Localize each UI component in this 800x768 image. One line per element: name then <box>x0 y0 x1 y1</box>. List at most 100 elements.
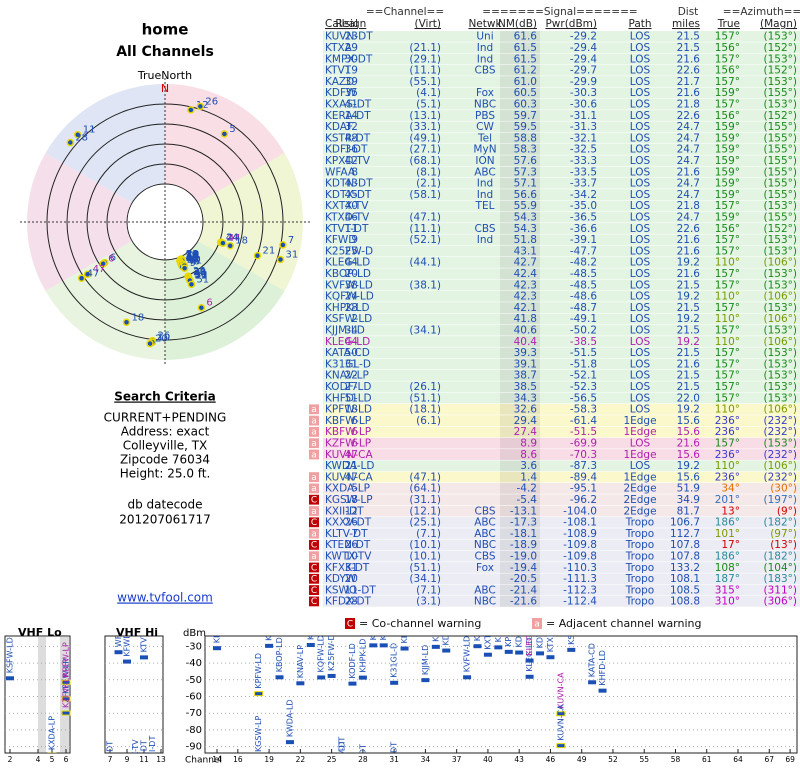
table-cell: LOS <box>630 121 651 133</box>
table-cell: 157° <box>715 234 740 246</box>
table-cell: 22.6 <box>677 110 701 122</box>
table-cell: (183°) <box>764 573 797 585</box>
north-label: TrueNorth <box>137 69 192 82</box>
column-header: Callsign <box>325 18 366 30</box>
station-callsign: KHFD-LD <box>598 650 607 686</box>
y-tick-label: -70 <box>186 708 202 719</box>
table-cell: 21.7 <box>677 76 700 88</box>
row-background <box>323 562 800 573</box>
table-cell: -51.5 <box>570 426 597 438</box>
station-label: 11 <box>83 125 96 136</box>
table-cell: KXII-DT <box>325 505 364 517</box>
table-cell: 21.6 <box>677 166 701 178</box>
table-cell: LOS <box>630 392 651 404</box>
table-cell: (51.1) <box>409 562 441 574</box>
table-cell: (34.1) <box>409 573 441 585</box>
nm-column-shade <box>500 528 540 539</box>
station-callsign: KWDA-LD <box>285 699 294 737</box>
table-cell: (11.1) <box>409 65 441 77</box>
row-background <box>323 539 800 551</box>
station-marker <box>253 251 262 260</box>
table-cell: 27 <box>345 381 358 393</box>
row-background <box>323 245 800 257</box>
station-label: 41 <box>186 250 199 261</box>
table-cell: (58.1) <box>409 189 441 201</box>
station-callsign: KXII-DT <box>148 736 157 765</box>
warning-badge <box>309 551 319 562</box>
station-callsign: KBFW-LP <box>62 642 71 677</box>
table-cell: -33.3 <box>570 155 597 167</box>
section-label: VHF Hi <box>116 626 158 639</box>
table-cell: 157° <box>715 245 740 257</box>
table-cell: 15.6 <box>677 426 701 438</box>
table-cell: 110° <box>715 291 740 303</box>
row-background <box>323 302 800 313</box>
y-tick-label: -50 <box>186 675 202 686</box>
row-background <box>323 505 800 517</box>
site-link[interactable]: www.tvfool.com <box>117 591 213 605</box>
station-callsign: KBFW-LP <box>62 659 71 694</box>
table-cell: KAZD <box>325 76 354 88</box>
table-cell: 5 <box>351 483 358 495</box>
group-header: =======Signal======= <box>482 6 637 18</box>
table-cell: LOS <box>630 223 651 235</box>
table-cell: 41.8 <box>514 313 537 325</box>
table-cell: (7.1) <box>416 528 441 540</box>
table-cell: (106°) <box>764 404 797 416</box>
table-cell: 24.7 <box>677 144 700 156</box>
warning-badge <box>309 540 319 550</box>
nm-column-shade <box>500 358 540 370</box>
y-tick-label: -60 <box>186 692 202 703</box>
table-cell: 29 <box>345 42 358 54</box>
row-background <box>323 471 800 483</box>
table-cell: 24.7 <box>677 211 700 223</box>
nm-column-shade <box>500 189 540 200</box>
table-cell: Ind <box>477 234 493 246</box>
row-background <box>323 211 800 223</box>
table-cell: ABC <box>474 584 496 596</box>
station-callsign: KSTR-DT <box>567 610 576 644</box>
warning-badge <box>309 562 319 573</box>
station-bar <box>494 645 503 650</box>
column-header: (Virt) <box>415 18 442 30</box>
table-cell: -48.5 <box>570 268 597 280</box>
warning-badge <box>309 483 319 494</box>
station-callsign: KUVN-DT <box>306 604 315 640</box>
table-cell: LOS <box>630 98 651 110</box>
nm-column-shade <box>500 42 540 54</box>
nm-column-shade <box>500 64 540 76</box>
column-header: (Magn) <box>760 18 797 30</box>
column-header: Pwr(dBm) <box>545 18 597 30</box>
station-callsign: KAZD <box>473 619 482 641</box>
row-background <box>323 437 800 449</box>
row-background <box>323 550 800 562</box>
station-callsign: KUVN-CA <box>556 704 565 741</box>
table-cell: 57.3 <box>514 166 537 178</box>
table-cell: 19.2 <box>677 336 700 348</box>
nm-column-shade <box>500 31 540 42</box>
row-background <box>323 110 800 121</box>
station-bar <box>296 681 305 686</box>
nm-column-shade <box>500 539 540 551</box>
table-cell: (44.1) <box>409 257 441 269</box>
station-callsign: KTVT-DT <box>140 619 149 652</box>
table-cell: (13.1) <box>409 110 441 122</box>
table-cell: (197°) <box>764 494 797 506</box>
table-cell: 108.5 <box>670 584 700 596</box>
row-background <box>323 313 800 325</box>
station-label: 50 <box>194 270 207 281</box>
station-label: 14 <box>187 251 200 262</box>
station-callsign: KERA-DT <box>213 608 222 643</box>
table-cell: -36.5 <box>570 211 597 223</box>
nm-column-shade <box>500 211 540 223</box>
table-cell: 45 <box>345 189 358 201</box>
station-callsign: KZFW-LP <box>62 673 71 708</box>
table-cell: (51.1) <box>409 392 441 404</box>
table-cell: 19.2 <box>677 460 700 472</box>
station-callsign: KDFI-DT <box>442 613 451 645</box>
nm-column-shade <box>500 437 540 449</box>
table-cell: KDYW <box>325 573 357 585</box>
table-cell: KDAF <box>325 121 353 133</box>
table-cell: 81.7 <box>677 505 700 517</box>
row-background <box>323 494 800 506</box>
